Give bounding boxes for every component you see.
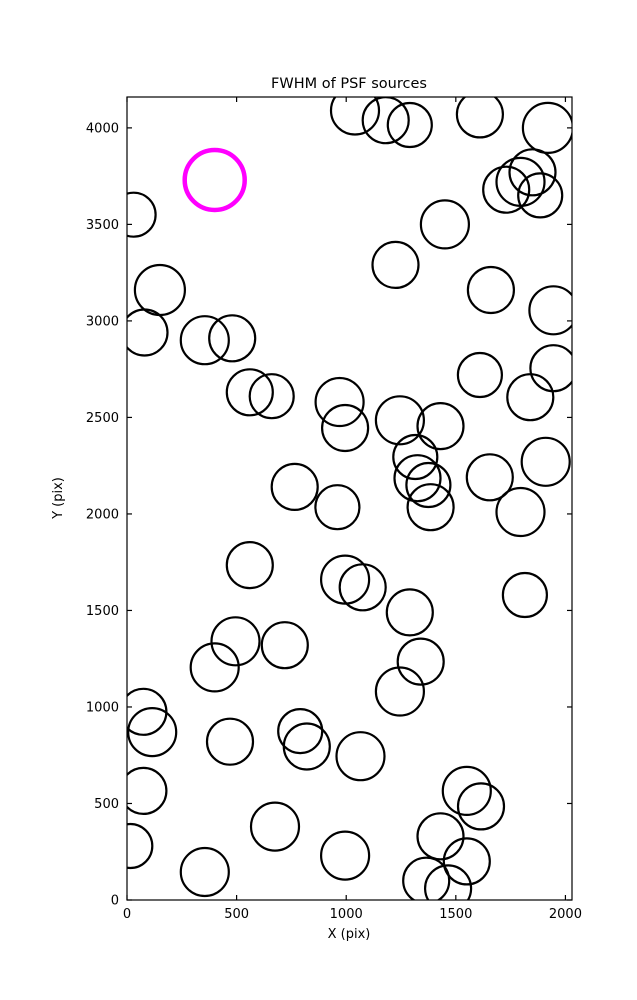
psf-circle — [335, 731, 386, 782]
psf-circle — [127, 706, 178, 758]
y-tick-label: 2000 — [86, 507, 119, 522]
y-tick-label: 1000 — [86, 700, 119, 715]
psf-circle — [402, 856, 451, 900]
psf-circle — [441, 765, 492, 817]
psf-circle — [314, 484, 361, 531]
x-axis-label: X (pix) — [328, 927, 371, 942]
psf-circle — [385, 588, 434, 637]
psf-circle — [466, 265, 515, 315]
psf-circle — [314, 376, 365, 428]
psf-circle — [260, 621, 309, 670]
psf-circle — [456, 351, 503, 399]
x-tick-label: 1500 — [439, 907, 472, 922]
y-tick-label: 0 — [111, 894, 119, 909]
psf-circle — [374, 395, 425, 446]
psf-circle — [424, 864, 473, 900]
psf-circle — [205, 717, 255, 766]
psf-circle — [208, 314, 257, 363]
axes-frame — [126, 96, 573, 901]
psf-circle — [179, 846, 230, 898]
psf-circle — [225, 540, 274, 590]
y-tick-label: 3500 — [86, 218, 119, 233]
psf-circle — [210, 616, 261, 667]
y-tick-label: 1500 — [86, 604, 119, 619]
psf-circle — [508, 148, 557, 197]
psf-circle — [520, 436, 571, 487]
x-tick-label: 2000 — [549, 907, 582, 922]
psf-circle — [270, 462, 319, 511]
psf-circle — [277, 707, 324, 755]
psf-circle — [127, 766, 168, 815]
psf-circle — [374, 666, 425, 717]
psf-circle — [282, 722, 331, 771]
psf-circle — [249, 801, 301, 852]
psf-circle — [455, 97, 504, 139]
x-tick-label: 500 — [224, 907, 249, 922]
psf-circle — [179, 315, 230, 366]
plot-title: FWHM of PSF sources — [271, 76, 427, 92]
axis-ticks-group: 0 500 1000 1500 2000 0 500 1000 1500 2000 2500 3000… — [86, 97, 582, 922]
psf-circle — [321, 403, 370, 453]
psf-circle — [482, 165, 531, 214]
psf-circle — [456, 782, 506, 831]
psf-circle — [528, 285, 572, 336]
psf-circle — [127, 822, 154, 870]
psf-circle — [248, 373, 295, 420]
psf-circle — [320, 830, 371, 881]
y-tick-label: 3000 — [86, 314, 119, 329]
psf-circle — [225, 368, 274, 417]
y-tick-label: 4000 — [86, 121, 119, 136]
psf-circle — [396, 637, 445, 686]
psf-circle — [189, 642, 240, 693]
psf-circle — [506, 373, 555, 422]
psf-circle — [329, 97, 381, 136]
psf-circle — [405, 461, 452, 509]
x-tick-label: 1000 — [330, 907, 363, 922]
psf-circle — [416, 812, 465, 861]
y-axis-label: Y (pix) — [51, 477, 66, 520]
psf-circle — [442, 837, 491, 886]
psf-circle — [392, 433, 439, 481]
psf-circle — [517, 172, 564, 219]
psf-circle — [127, 191, 157, 238]
psf-circle — [501, 571, 549, 619]
plot-area — [127, 97, 572, 900]
psf-circle — [465, 453, 514, 502]
psf-circle — [338, 563, 387, 612]
y-tick-label: 500 — [94, 797, 119, 812]
psf-circle — [393, 454, 442, 503]
psf-circle — [419, 199, 470, 250]
psf-circle — [386, 101, 433, 149]
psf-circle — [127, 308, 169, 357]
psf-circle — [495, 486, 546, 538]
psf-circle — [521, 101, 572, 154]
psf-circle — [416, 402, 465, 451]
psf-circle — [406, 483, 455, 532]
x-tick-label: 0 — [123, 907, 131, 922]
y-tick-label: 2500 — [86, 411, 119, 426]
psf-circles-group — [127, 97, 572, 900]
psf-circle — [371, 240, 420, 289]
highlighted-psf-circle — [182, 147, 247, 213]
